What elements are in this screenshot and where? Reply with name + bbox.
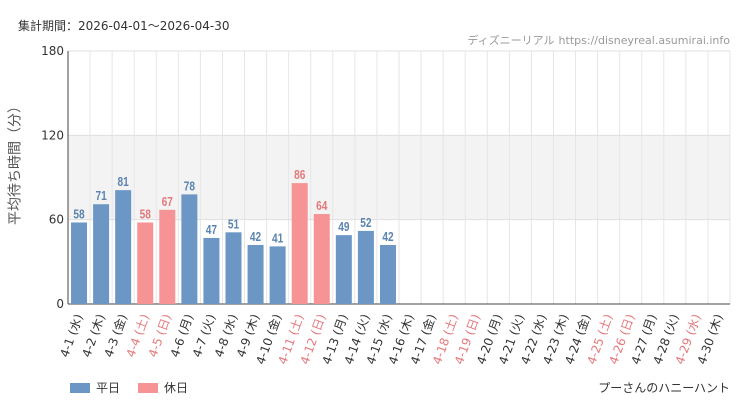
data-label: 42 <box>250 230 262 244</box>
y-tick-label: 0 <box>56 297 64 311</box>
bar <box>357 230 374 304</box>
bar <box>71 222 88 304</box>
data-label: 58 <box>140 207 152 221</box>
legend-weekday-swatch <box>70 382 90 393</box>
bar <box>269 246 286 304</box>
period-label: 集計期間：2026-04-01～2026-04-30 <box>18 19 230 33</box>
bar <box>115 190 132 304</box>
bar <box>247 244 264 304</box>
data-label: 86 <box>294 168 306 182</box>
bar <box>225 232 242 304</box>
data-label: 42 <box>382 230 394 244</box>
data-label: 67 <box>162 195 173 209</box>
data-label: 58 <box>73 207 85 221</box>
data-label: 81 <box>118 175 130 189</box>
bar <box>137 222 154 304</box>
site-credit[interactable]: ディズニーリアル https://disneyreal.asumirai.info <box>463 32 730 48</box>
legend-holiday-swatch <box>138 382 159 393</box>
bar <box>181 194 198 304</box>
site-name: ディズニーリアル <box>467 34 555 47</box>
data-label: 47 <box>206 223 217 237</box>
y-tick-label: 120 <box>41 128 64 142</box>
data-label: 41 <box>272 231 284 245</box>
bar <box>93 204 110 304</box>
legend-holiday-label: 休日 <box>164 381 189 395</box>
data-label: 51 <box>228 217 240 231</box>
site-url[interactable]: https://disneyreal.asumirai.info <box>558 34 730 47</box>
data-label: 78 <box>184 179 196 193</box>
data-label: 71 <box>95 189 107 203</box>
data-label: 49 <box>338 220 350 234</box>
bar <box>203 237 220 304</box>
y-tick-label: 180 <box>41 44 64 58</box>
data-label: 64 <box>316 199 328 213</box>
legend: 平日 休日 <box>70 379 206 396</box>
legend-weekday-label: 平日 <box>96 381 121 395</box>
attraction-name: プーさんのハニーハント <box>598 381 730 395</box>
bar <box>291 183 308 304</box>
legend-holiday[interactable]: 休日 <box>138 379 188 396</box>
bar <box>335 235 352 304</box>
bar <box>379 244 396 304</box>
bar <box>313 214 330 304</box>
bar <box>159 209 176 304</box>
legend-weekday[interactable]: 平日 <box>70 379 120 396</box>
data-label: 52 <box>360 216 372 230</box>
y-tick-label: 60 <box>49 213 64 227</box>
